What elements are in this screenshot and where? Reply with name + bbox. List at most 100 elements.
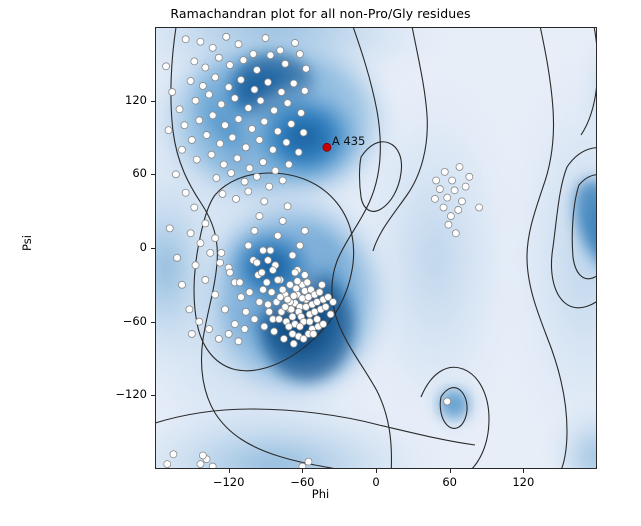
data-point (227, 169, 236, 178)
data-point (233, 154, 242, 163)
data-point (289, 291, 298, 300)
data-point (300, 226, 309, 235)
data-point (222, 32, 231, 41)
data-point (278, 285, 287, 294)
data-point (241, 307, 250, 316)
data-point (208, 462, 217, 469)
data-point (211, 290, 220, 299)
data-point (208, 111, 217, 120)
data-point (295, 241, 304, 250)
data-point (295, 322, 304, 331)
data-point (224, 330, 233, 338)
data-point (300, 86, 309, 95)
highlighted-residue-marker[interactable] (322, 142, 332, 152)
data-point (237, 293, 245, 302)
data-point (451, 229, 460, 238)
data-point (250, 85, 259, 94)
density-layer (155, 27, 597, 469)
data-point (302, 64, 310, 73)
data-point (245, 164, 254, 173)
x-axis-label: Phi (311, 487, 330, 501)
data-point (261, 34, 270, 42)
data-point (291, 39, 299, 47)
data-point (230, 94, 239, 103)
data-point (218, 190, 227, 198)
data-point (287, 120, 296, 128)
data-point (234, 40, 243, 49)
x-tick-mark (523, 469, 525, 473)
data-point (295, 50, 304, 58)
data-point (288, 312, 297, 321)
data-point (217, 249, 226, 257)
x-tick-label: −120 (212, 475, 245, 489)
data-point (250, 315, 259, 324)
data-point (271, 166, 280, 175)
data-point (276, 293, 285, 302)
data-point (289, 79, 298, 88)
plot-canvas[interactable] (155, 27, 597, 469)
data-point (178, 145, 186, 154)
data-point (169, 450, 178, 459)
data-point (318, 280, 326, 289)
data-point (244, 241, 253, 250)
data-point (187, 330, 196, 338)
data-point (180, 121, 189, 130)
data-point (288, 251, 297, 260)
data-point (248, 125, 256, 133)
data-point (171, 170, 180, 179)
data-point (249, 50, 258, 58)
y-tick-label: 60 (132, 166, 147, 181)
data-point (299, 128, 308, 137)
data-point (266, 246, 275, 255)
data-point (187, 136, 196, 144)
y-tick-mark (151, 321, 155, 323)
data-point (164, 126, 173, 135)
data-point (284, 322, 293, 331)
plot-area[interactable] (155, 27, 597, 469)
data-point (212, 174, 221, 182)
data-point (202, 131, 211, 139)
data-point (440, 167, 449, 176)
data-point (309, 330, 318, 338)
data-point (277, 88, 286, 96)
data-point (458, 197, 466, 206)
data-point (244, 187, 253, 196)
data-point (190, 57, 199, 66)
data-point (234, 337, 243, 346)
data-point (455, 163, 464, 171)
data-point (195, 116, 204, 125)
data-point (250, 226, 259, 235)
data-point (305, 317, 314, 326)
data-point (283, 202, 292, 211)
data-point (191, 96, 200, 105)
data-point (178, 280, 186, 289)
data-point (443, 193, 452, 202)
x-tick-mark (376, 469, 377, 473)
x-tick-mark (449, 469, 451, 473)
data-point (281, 303, 290, 311)
data-point (165, 224, 174, 233)
data-point (256, 96, 265, 105)
data-point (270, 327, 278, 336)
data-point (273, 127, 282, 136)
data-point (299, 334, 308, 343)
data-point (196, 37, 205, 46)
data-point (315, 288, 324, 297)
data-point (235, 278, 244, 287)
data-point (298, 462, 307, 469)
data-point (321, 303, 330, 311)
data-point (239, 56, 248, 65)
data-point (297, 109, 306, 117)
data-point (214, 334, 223, 343)
data-point (259, 285, 267, 294)
data-point (284, 160, 293, 169)
data-point (205, 325, 213, 333)
x-tick-label: 60 (442, 475, 457, 489)
data-point (237, 75, 245, 84)
data-point (283, 295, 292, 304)
data-point (162, 62, 170, 71)
data-point (260, 197, 269, 206)
data-point (225, 268, 234, 277)
annotation-label: A 435 (331, 134, 366, 149)
data-point (205, 90, 213, 99)
